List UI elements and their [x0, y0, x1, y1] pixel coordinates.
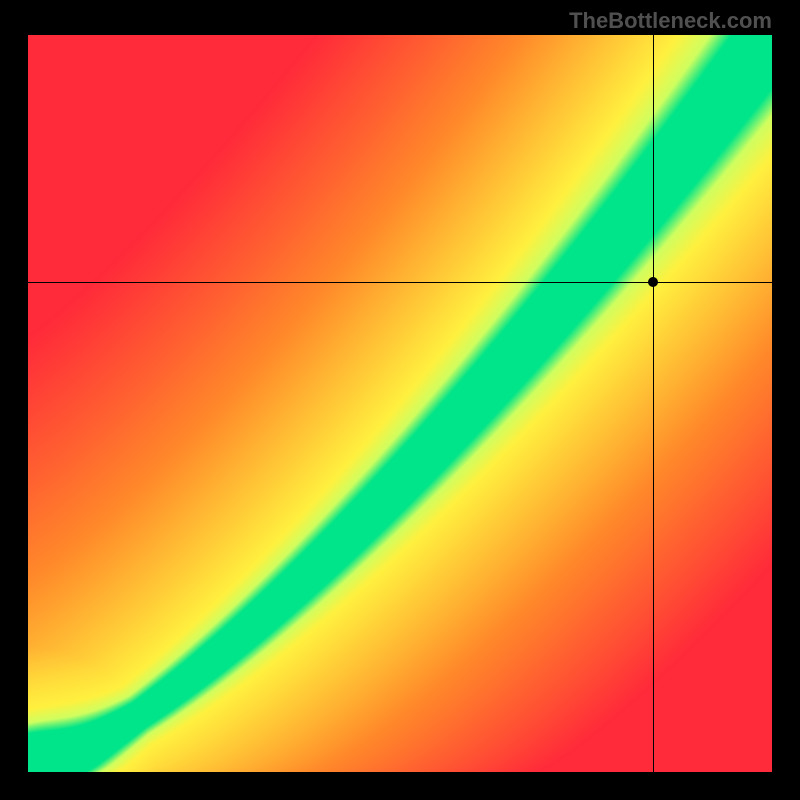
watermark-text: TheBottleneck.com [569, 8, 772, 34]
heatmap-canvas [28, 35, 772, 772]
crosshair-horizontal [28, 282, 772, 283]
bottleneck-heatmap [28, 35, 772, 772]
crosshair-marker [648, 277, 658, 287]
crosshair-vertical [653, 35, 654, 772]
